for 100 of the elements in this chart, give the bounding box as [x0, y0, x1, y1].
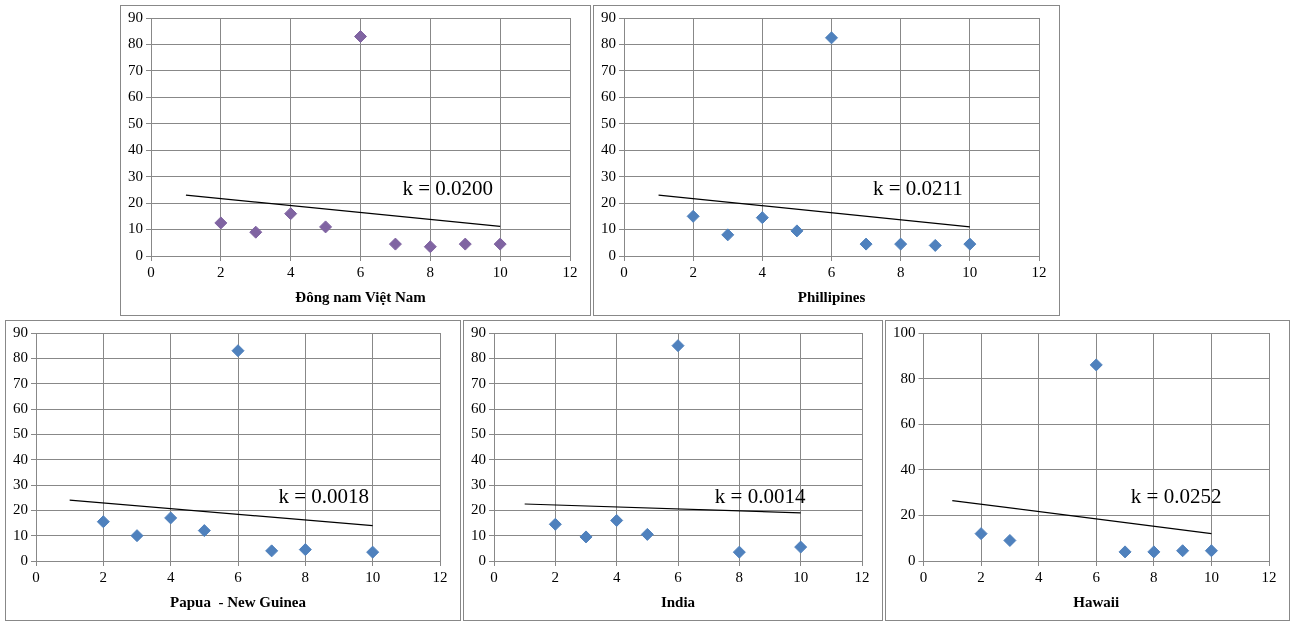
point [1176, 544, 1190, 558]
y-tick-label: 20 [128, 194, 143, 211]
point [388, 237, 402, 251]
x-tick-label: 10 [365, 568, 381, 585]
y-tick-label: 50 [13, 425, 28, 442]
point [366, 545, 380, 559]
y-tick-label: 10 [13, 526, 28, 543]
y-tick-label: 60 [128, 88, 143, 105]
point [963, 237, 977, 251]
y-tick-label: 0 [608, 246, 616, 263]
y-tick-label: 60 [471, 399, 486, 416]
y-tick-label: 90 [471, 323, 486, 340]
point [579, 530, 593, 544]
point [732, 545, 746, 559]
y-tick-label: 70 [13, 374, 28, 391]
y-tick-label: 70 [601, 61, 616, 78]
y-tick-label: 60 [13, 399, 28, 416]
y-tick-label: 30 [128, 167, 143, 184]
y-tick-label: 40 [900, 460, 916, 477]
y-tick-label: 0 [478, 551, 486, 568]
y-tick-label: 40 [13, 450, 28, 467]
y-tick-label: 60 [601, 88, 616, 105]
x-tick-label: 8 [735, 568, 744, 585]
x-tick-label: 8 [426, 263, 435, 280]
x-tick-label: 4 [166, 568, 175, 585]
x-axis-title: Đông nam Việt Nam [295, 288, 427, 305]
x-tick-label: 4 [758, 263, 767, 280]
annotation: k = 0.0014 [714, 483, 806, 508]
point [610, 513, 624, 527]
x-tick-label: 8 [301, 568, 310, 585]
point [423, 240, 437, 254]
x-axis-title: Phillipines [797, 288, 866, 305]
point [928, 238, 942, 252]
x-tick-label: 2 [689, 263, 697, 280]
point [1003, 533, 1017, 547]
y-tick-label: 80 [13, 349, 28, 366]
x-axis-title: India [660, 593, 696, 610]
x-tick-label: 12 [854, 568, 870, 585]
x-tick-label: 0 [147, 263, 155, 280]
y-tick-label: 90 [128, 8, 143, 25]
annotation: k = 0.0252 [1130, 483, 1222, 508]
x-tick-label: 8 [896, 263, 905, 280]
x-tick-label: 10 [492, 263, 508, 280]
point [974, 527, 988, 541]
point [354, 30, 367, 44]
y-tick-label: 70 [471, 374, 486, 391]
y-tick-label: 10 [601, 220, 616, 237]
x-tick-label: 10 [1203, 568, 1219, 585]
y-tick-label: 50 [128, 114, 143, 131]
x-axis-title: Papua - New Guinea [170, 593, 307, 610]
y-tick-label: 80 [601, 35, 616, 52]
y-tick-label: 40 [601, 141, 616, 158]
point [721, 228, 735, 242]
annotation: k = 0.0211 [873, 175, 963, 200]
point [214, 216, 228, 230]
point [96, 515, 110, 529]
x-tick-label: 10 [793, 568, 809, 585]
x-tick-label: 12 [1261, 568, 1277, 585]
x-tick-label: 12 [562, 263, 578, 280]
point [284, 207, 298, 221]
x-tick-label: 4 [1034, 568, 1043, 585]
x-tick-label: 2 [99, 568, 108, 585]
y-tick-label: 0 [135, 246, 143, 263]
point [249, 225, 263, 239]
y-tick-label: 80 [900, 369, 916, 386]
x-tick-label: 2 [977, 568, 985, 585]
point [231, 344, 245, 358]
y-tick-label: 100 [893, 323, 916, 340]
x-tick-label: 12 [432, 568, 448, 585]
point [894, 237, 908, 251]
point [548, 517, 562, 531]
y-tick-label: 10 [128, 220, 143, 237]
y-tick-label: 0 [20, 551, 28, 568]
y-tick-label: 40 [471, 450, 486, 467]
y-tick-label: 20 [13, 501, 28, 518]
point [859, 237, 873, 251]
y-tick-label: 10 [471, 526, 486, 543]
point [197, 524, 211, 538]
point [755, 211, 769, 225]
y-tick-label: 50 [601, 114, 616, 131]
x-tick-label: 2 [551, 568, 560, 585]
y-tick-label: 30 [601, 167, 616, 184]
annotation: k = 0.0200 [402, 175, 493, 200]
y-tick-label: 40 [128, 141, 143, 158]
point [298, 543, 312, 557]
annotation: k = 0.0018 [278, 483, 369, 508]
point [686, 209, 700, 223]
y-tick-label: 80 [471, 349, 486, 366]
x-tick-label: 6 [827, 263, 836, 280]
y-tick-label: 70 [128, 61, 143, 78]
y-tick-label: 0 [908, 551, 916, 568]
y-tick-label: 30 [471, 475, 486, 492]
y-tick-label: 80 [128, 35, 143, 52]
x-tick-label: 0 [620, 263, 628, 280]
x-tick-label: 6 [234, 568, 243, 585]
y-tick-label: 30 [13, 475, 28, 492]
x-tick-label: 8 [1150, 568, 1158, 585]
x-tick-label: 4 [286, 263, 295, 280]
x-tick-label: 2 [217, 263, 225, 280]
y-tick-label: 90 [13, 323, 28, 340]
